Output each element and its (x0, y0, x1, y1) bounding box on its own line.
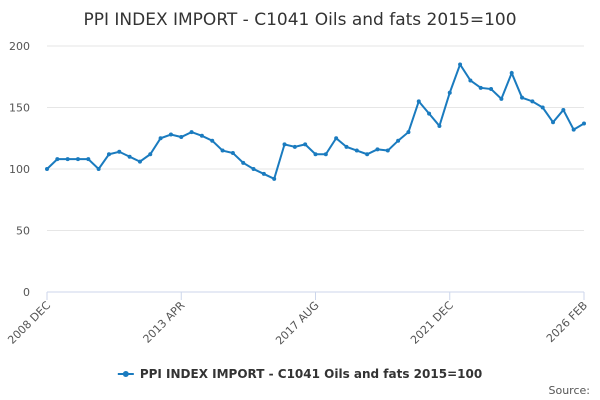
legend-label: PPI INDEX IMPORT - C1041 Oils and fats 2… (140, 367, 482, 381)
marker (406, 130, 411, 135)
marker (344, 144, 349, 149)
marker (199, 133, 204, 138)
marker (489, 87, 494, 92)
marker (261, 171, 266, 176)
marker (323, 152, 328, 157)
marker (179, 135, 184, 140)
marker (458, 62, 463, 67)
marker (416, 99, 421, 104)
marker (189, 130, 194, 135)
x-tick-label: 2017 AUG (273, 299, 322, 348)
y-tick-label: 50 (16, 225, 30, 238)
marker (540, 105, 545, 110)
marker (499, 96, 504, 101)
marker (571, 127, 576, 132)
marker (282, 142, 287, 147)
marker (86, 157, 91, 162)
marker (55, 157, 60, 162)
marker (365, 152, 370, 157)
marker (220, 148, 225, 153)
marker (106, 152, 111, 157)
marker (561, 107, 566, 112)
marker (148, 152, 153, 157)
legend-marker (122, 371, 129, 377)
chart-title: PPI INDEX IMPORT - C1041 Oils and fats 2… (83, 10, 516, 30)
marker (158, 136, 163, 141)
source-label: Source: (549, 384, 591, 397)
marker (447, 90, 452, 95)
marker (292, 144, 297, 149)
marker (334, 136, 339, 141)
y-tick-label: 100 (9, 163, 30, 176)
marker (75, 157, 80, 162)
x-tick-label: 2008 DEC (5, 299, 53, 347)
marker (117, 149, 122, 154)
marker (385, 148, 390, 153)
marker (582, 121, 586, 126)
marker (127, 154, 132, 159)
x-tick-label: 2021 DEC (408, 299, 456, 347)
marker (96, 167, 101, 171)
marker (509, 71, 514, 76)
marker (168, 132, 173, 137)
marker (551, 120, 556, 125)
marker (396, 138, 401, 143)
x-tick-label: 2013 APR (140, 299, 187, 346)
marker (530, 99, 535, 104)
y-tick-label: 0 (23, 286, 30, 299)
marker (313, 152, 318, 157)
y-tick-label: 200 (9, 40, 30, 53)
marker (65, 157, 70, 162)
marker (230, 151, 235, 156)
marker (437, 123, 442, 128)
x-tick-label: 2026 FEB (544, 299, 590, 345)
marker (468, 78, 473, 83)
marker (272, 176, 277, 181)
marker (251, 167, 256, 171)
marker (303, 142, 308, 147)
marker (354, 148, 359, 153)
marker (45, 167, 49, 171)
legend: PPI INDEX IMPORT - C1041 Oils and fats 2… (117, 367, 482, 381)
marker (137, 159, 142, 164)
marker (210, 138, 215, 143)
marker (478, 85, 483, 90)
marker (241, 160, 246, 165)
y-tick-label: 150 (9, 102, 30, 115)
line (46, 62, 585, 181)
marker (427, 111, 432, 116)
marker (375, 147, 380, 152)
marker (520, 95, 525, 100)
